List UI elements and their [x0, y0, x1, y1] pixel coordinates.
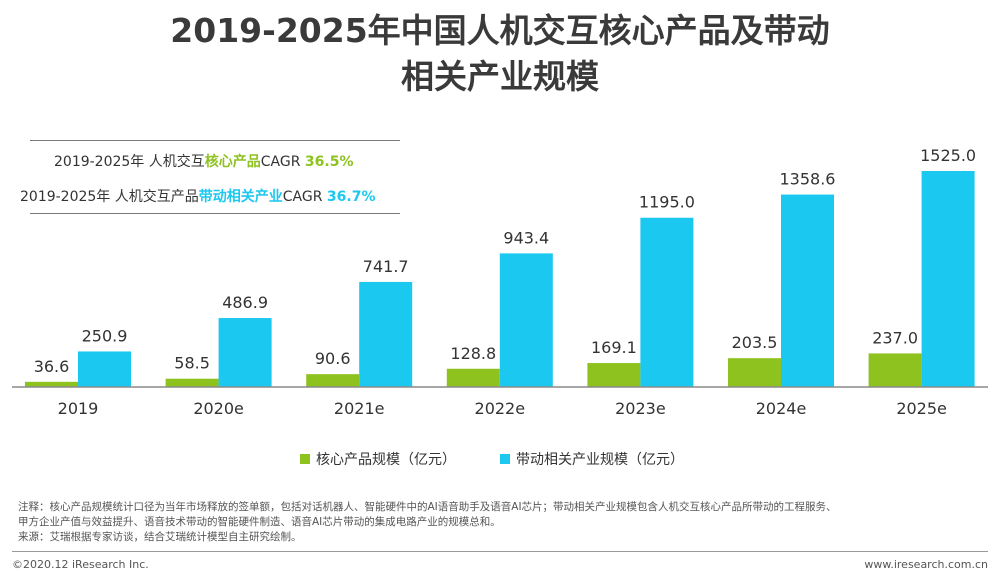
cagr-related-prefix: 2019-2025年 人机交互产品	[20, 189, 199, 205]
footer-divider	[12, 551, 988, 552]
x-tick-label-2024e: 2024e	[756, 399, 807, 418]
bar-chart: 36.6 250.9 2019 58.5 486.9 2020e 90.6 741.7 2021…	[12, 146, 988, 418]
x-tick-label-2019: 2019	[58, 399, 99, 418]
legend-swatch-related	[500, 454, 510, 464]
chart-title: 2019-2025年中国人机交互核心产品及带动 相关产业规模	[0, 8, 1000, 100]
copyright: ©2020.12 iResearch Inc.	[12, 558, 149, 571]
data-label-related-2023e: 1195.0	[639, 193, 695, 212]
x-tick-label-2023e: 2023e	[615, 399, 666, 418]
source-line: 来源：艾瑞根据专家访谈，结合艾瑞统计模型自主研究绘制。	[18, 531, 302, 543]
bar-core-2024e	[728, 358, 781, 387]
cagr-core-highlight: 核心产品	[204, 154, 261, 170]
data-label-related-2020e: 486.9	[222, 293, 268, 312]
website: www.iresearch.com.cn	[864, 558, 988, 571]
cagr-core-line: 2019-2025年 人机交互核心产品CAGR 36.5%	[54, 151, 353, 171]
legend-item-related: 带动相关产业规模（亿元）	[500, 449, 684, 469]
data-label-core-2023e: 169.1	[591, 338, 637, 357]
cagr-core-value: 36.5%	[304, 154, 354, 170]
note-line-2: 甲方企业产值与效益提升、语音技术带动的智能硬件制造、语音AI芯片带动的集成电路产…	[18, 516, 501, 528]
bar-related-2022e	[499, 253, 553, 387]
bar-core-2022e	[446, 368, 500, 387]
cagr-core-prefix: 2019-2025年 人机交互	[54, 154, 205, 170]
bar-related-2024e	[781, 194, 834, 387]
title-line-1: 2019-2025年中国人机交互核心产品及带动	[170, 11, 830, 50]
cagr-related-label: CAGR	[282, 189, 327, 205]
cagr-bottom-rule	[30, 213, 400, 214]
data-label-core-2022e: 128.8	[450, 344, 496, 363]
legend-label-related: 带动相关产业规模（亿元）	[516, 452, 684, 468]
bar-core-2019	[25, 381, 78, 387]
cagr-related-value: 36.7%	[326, 189, 376, 205]
data-label-core-2021e: 90.6	[315, 349, 351, 368]
cagr-core-label: CAGR	[260, 154, 305, 170]
bar-core-2020e	[165, 378, 219, 387]
x-tick-label-2021e: 2021e	[334, 399, 385, 418]
data-label-core-2024e: 203.5	[732, 333, 778, 352]
cagr-related-highlight: 带动相关产业	[198, 189, 283, 205]
bar-related-2021e	[359, 281, 413, 387]
data-label-related-2022e: 943.4	[503, 228, 549, 247]
notes: 注释：核心产品规模统计口径为当年市场释放的签单额，包括对话机器人、智能硬件中的A…	[18, 500, 988, 545]
title-line-2: 相关产业规模	[401, 57, 599, 96]
bar-related-2023e	[640, 217, 694, 387]
bar-core-2025e	[868, 353, 922, 387]
data-label-related-2024e: 1358.6	[780, 170, 836, 189]
legend-item-core: 核心产品规模（亿元）	[300, 449, 456, 469]
x-tick-label-2020e: 2020e	[193, 399, 244, 418]
data-label-related-2025e: 1525.0	[920, 146, 976, 165]
bar-related-2020e	[218, 318, 272, 387]
x-tick-label-2025e: 2025e	[896, 399, 947, 418]
data-label-core-2025e: 237.0	[872, 328, 918, 347]
x-tick-label-2022e: 2022e	[475, 399, 526, 418]
data-label-core-2020e: 58.5	[174, 354, 210, 373]
data-label-core-2019: 36.6	[34, 357, 70, 376]
bar-related-2019	[78, 351, 131, 387]
cagr-related-line: 2019-2025年 人机交互产品带动相关产业CAGR 36.7%	[20, 186, 375, 206]
bar-core-2021e	[306, 374, 360, 387]
bar-core-2023e	[587, 363, 641, 387]
legend-swatch-core	[300, 454, 310, 464]
note-line-1: 注释：核心产品规模统计口径为当年市场释放的签单额，包括对话机器人、智能硬件中的A…	[18, 501, 837, 513]
data-label-related-2021e: 741.7	[363, 257, 409, 276]
data-label-related-2019: 250.9	[82, 326, 128, 345]
legend-label-core: 核心产品规模（亿元）	[316, 452, 456, 468]
bar-related-2025e	[921, 171, 975, 387]
cagr-top-rule	[30, 140, 400, 141]
